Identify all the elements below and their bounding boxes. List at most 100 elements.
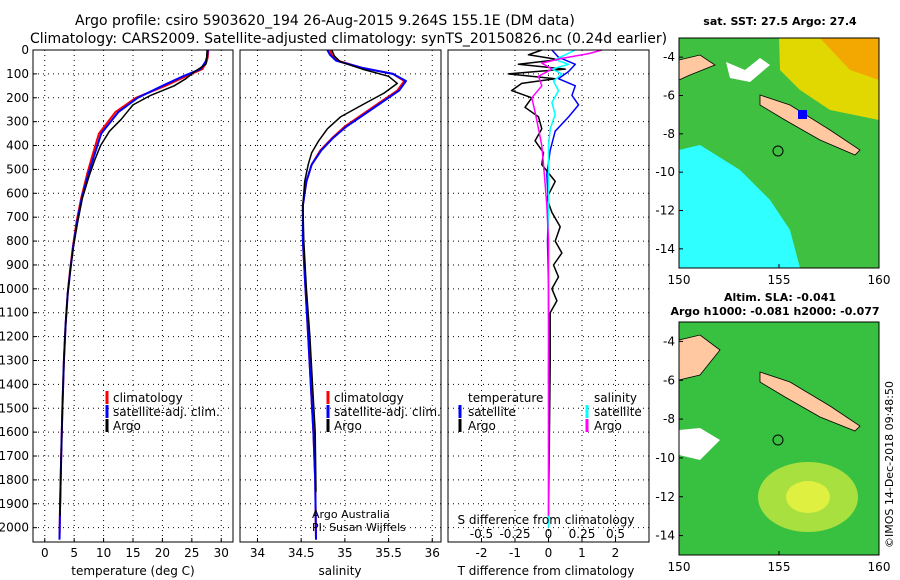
y-tick-label: 1100 — [0, 306, 29, 320]
y-tick-label: 200 — [6, 91, 29, 105]
title-line-1: Argo profile: csiro 5903620_194 26-Aug-2… — [75, 13, 575, 29]
y-tick-label: 0 — [21, 43, 29, 57]
title-line-2: Climatology: CARS2009. Satellite-adjuste… — [30, 31, 667, 47]
argo-location-marker — [772, 434, 784, 446]
s-difference-tick-label: 0.25 — [569, 527, 596, 541]
sla-map-title-1: Altim. SLA: -0.041 — [724, 291, 836, 304]
temperature-legend: climatology satellite-adj. clim. Argo — [105, 391, 220, 433]
map-x-tick-label: 155 — [768, 560, 791, 574]
y-tick-label: 1200 — [0, 330, 29, 344]
legend-argo-label: Argo — [334, 419, 362, 433]
x-tick-label: -2 — [476, 546, 488, 560]
imos-credit: ©IMOS 14-Dec-2018 09:48:50 — [883, 381, 896, 548]
y-tick-label: 1800 — [0, 473, 29, 487]
s-difference-tick-label: 0 — [545, 527, 553, 541]
solomon-islands-land — [759, 371, 861, 432]
map-y-tick-label: -8 — [663, 412, 675, 426]
map-y-tick-label: -10 — [655, 451, 675, 465]
series-line-climatology — [301, 49, 406, 540]
argo-australia-credit: Argo Australia — [312, 508, 390, 521]
x-tick-label: 34 — [250, 546, 265, 560]
y-tick-label: 700 — [6, 210, 29, 224]
legend-salinity-title: salinity — [594, 391, 637, 405]
s-difference-xlabel: S difference from climatology — [458, 513, 635, 527]
legend-climatology-label: climatology — [113, 391, 183, 405]
y-tick-label: 300 — [6, 115, 29, 129]
map-y-tick-label: -10 — [655, 165, 675, 179]
x-tick-label: 0 — [545, 546, 553, 560]
y-tick-label: 1900 — [0, 497, 29, 511]
x-tick-label: 36 — [425, 546, 440, 560]
map-y-tick-label: -4 — [663, 50, 675, 64]
map-y-tick-label: -14 — [655, 242, 675, 256]
sst-map: sat. SST: 27.5 Argo: 27.4 -4 -6 -8 -10 -12 -1… — [655, 15, 890, 287]
peak-sla-region — [786, 481, 830, 513]
x-tick-label: 15 — [125, 546, 140, 560]
difference-panel: -2 -1 0 1 2 -0.5 -0.25 0 0.25 0.5 T difference f… — [447, 49, 650, 578]
temperature-xlabel: temperature (deg C) — [71, 564, 194, 578]
legend-s-argo-label: Argo — [594, 419, 622, 433]
hot-sst-region — [820, 38, 879, 80]
y-tick-label: 500 — [6, 162, 29, 176]
series-line-climatology — [58, 49, 210, 540]
y-tick-label: 600 — [6, 186, 29, 200]
map-x-tick-label: 150 — [668, 560, 691, 574]
missing-data-patch — [679, 428, 720, 460]
legend-satellite-label: satellite-adj. clim. — [334, 405, 441, 419]
map-y-tick-label: -14 — [655, 529, 675, 543]
map-x-tick-label: 155 — [768, 273, 791, 287]
series-line-t-argo — [507, 49, 567, 523]
x-tick-label: 10 — [96, 546, 111, 560]
y-tick-label: 800 — [6, 234, 29, 248]
y-tick-label: 100 — [6, 67, 29, 81]
cold-pixel — [798, 110, 807, 119]
x-tick-label: 35.5 — [375, 546, 402, 560]
x-tick-label: 25 — [184, 546, 199, 560]
y-tick-label: 1400 — [0, 377, 29, 391]
missing-data-patch — [726, 58, 770, 82]
series-line-argo — [302, 49, 399, 492]
x-tick-label: -1 — [509, 546, 521, 560]
map-y-tick-label: -4 — [663, 334, 675, 348]
pi-credit: PI: Susan Wijffels — [312, 521, 406, 534]
map-y-tick-label: -6 — [663, 373, 675, 387]
sst-map-title: sat. SST: 27.5 Argo: 27.4 — [703, 15, 857, 28]
series-line-satellite-adj-clim- — [301, 49, 407, 540]
y-tick-label: 1700 — [0, 449, 29, 463]
legend-satellite-label: satellite-adj. clim. — [113, 405, 220, 419]
map-y-tick-label: -8 — [663, 127, 675, 141]
salinity-legend: climatology satellite-adj. clim. Argo — [326, 391, 441, 433]
legend-climatology-label: climatology — [334, 391, 404, 405]
y-tick-label: 400 — [6, 139, 29, 153]
temperature-panel: 0 5 10 15 20 25 30 0 100 200 300 400 500 600 700 800 90… — [0, 43, 234, 578]
series-line-s-argo — [531, 49, 603, 516]
s-difference-tick-label: 0.5 — [606, 527, 625, 541]
argo-location-marker — [772, 145, 784, 157]
legend-t-argo-label: Argo — [468, 419, 496, 433]
sla-map-title-2: Argo h1000: -0.081 h2000: -0.077 — [670, 305, 879, 318]
legend-t-satellite-label: satellite — [468, 405, 516, 419]
salinity-xlabel: salinity — [318, 564, 361, 578]
map-x-tick-label: 160 — [868, 273, 891, 287]
x-tick-label: 35 — [337, 546, 352, 560]
legend-s-satellite-label: satellite — [594, 405, 642, 419]
series-line-argo — [59, 49, 208, 516]
difference-legend: temperature satellite Argo salinity sate… — [458, 391, 642, 433]
legend-argo-label: Argo — [113, 419, 141, 433]
map-y-tick-label: -12 — [655, 204, 675, 218]
x-tick-label: 5 — [70, 546, 78, 560]
legend-temperature-title: temperature — [468, 391, 543, 405]
cool-sst-region — [679, 145, 800, 268]
s-difference-tick-label: -0.25 — [499, 527, 530, 541]
x-tick-label: 2 — [612, 546, 620, 560]
x-tick-label: 30 — [214, 546, 229, 560]
map-x-tick-label: 150 — [668, 273, 691, 287]
series-line-satellite-adj-clim- — [58, 49, 209, 540]
y-tick-label: 1500 — [0, 401, 29, 415]
salinity-plot-frame — [239, 49, 442, 543]
y-tick-label: 1000 — [0, 282, 29, 296]
y-tick-label: 2000 — [0, 521, 29, 535]
map-x-tick-label: 160 — [868, 560, 891, 574]
x-tick-label: 20 — [155, 546, 170, 560]
